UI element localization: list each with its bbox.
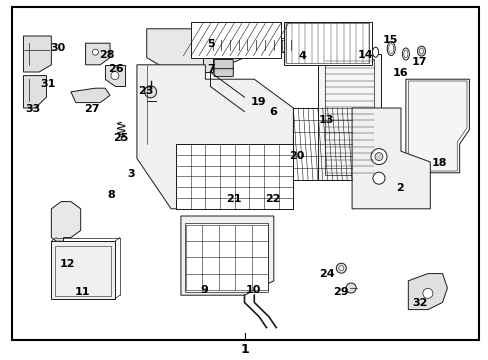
Polygon shape — [71, 88, 110, 103]
Polygon shape — [407, 274, 447, 310]
Text: 31: 31 — [40, 78, 56, 89]
Text: 33: 33 — [25, 104, 41, 114]
Text: 11: 11 — [74, 287, 90, 297]
Circle shape — [422, 288, 432, 298]
Text: 16: 16 — [391, 68, 407, 78]
Text: 14: 14 — [357, 50, 373, 60]
Text: 20: 20 — [289, 150, 305, 161]
Ellipse shape — [402, 48, 408, 60]
Text: 3: 3 — [127, 168, 135, 179]
Text: 23: 23 — [138, 86, 153, 96]
Polygon shape — [105, 65, 124, 86]
Polygon shape — [293, 108, 351, 180]
Text: 8: 8 — [107, 190, 115, 200]
Text: 15: 15 — [382, 35, 397, 45]
Polygon shape — [205, 38, 293, 52]
Polygon shape — [190, 22, 281, 58]
FancyBboxPatch shape — [214, 67, 233, 77]
Text: 4: 4 — [298, 51, 305, 61]
Polygon shape — [146, 29, 244, 72]
FancyBboxPatch shape — [214, 59, 233, 69]
Text: 2: 2 — [395, 183, 403, 193]
Text: 18: 18 — [430, 158, 446, 168]
Text: 19: 19 — [250, 96, 265, 107]
Ellipse shape — [386, 42, 394, 55]
Text: 27: 27 — [84, 104, 100, 114]
Text: 26: 26 — [108, 64, 124, 74]
FancyBboxPatch shape — [380, 138, 396, 145]
Polygon shape — [85, 43, 110, 65]
Polygon shape — [181, 216, 273, 295]
Polygon shape — [244, 97, 273, 112]
Bar — [184, 223, 267, 292]
Text: 28: 28 — [99, 50, 114, 60]
Circle shape — [346, 283, 355, 293]
Text: 32: 32 — [411, 298, 427, 308]
Ellipse shape — [417, 46, 425, 56]
Text: 13: 13 — [318, 114, 334, 125]
Text: 21: 21 — [225, 194, 241, 204]
Circle shape — [338, 266, 343, 271]
Circle shape — [111, 72, 119, 80]
Text: 5: 5 — [207, 39, 215, 49]
Text: 9: 9 — [200, 285, 208, 295]
Text: 22: 22 — [264, 194, 280, 204]
Circle shape — [374, 153, 382, 161]
Text: 29: 29 — [333, 287, 348, 297]
Bar — [325, 59, 373, 175]
Polygon shape — [317, 54, 381, 180]
Polygon shape — [51, 241, 115, 299]
Polygon shape — [203, 50, 212, 72]
Circle shape — [370, 149, 386, 165]
Ellipse shape — [419, 48, 423, 54]
FancyBboxPatch shape — [380, 123, 396, 131]
Polygon shape — [405, 79, 468, 173]
Text: 25: 25 — [113, 132, 129, 143]
Text: 1: 1 — [240, 343, 248, 356]
FancyBboxPatch shape — [380, 109, 396, 116]
Polygon shape — [283, 22, 371, 65]
Polygon shape — [23, 76, 46, 108]
Polygon shape — [351, 108, 429, 209]
Polygon shape — [51, 202, 81, 241]
Bar — [285, 23, 368, 63]
Text: 12: 12 — [60, 258, 75, 269]
Text: 6: 6 — [268, 107, 276, 117]
Polygon shape — [23, 36, 51, 72]
Text: 10: 10 — [245, 285, 261, 295]
Circle shape — [336, 263, 346, 273]
Text: 30: 30 — [50, 42, 65, 53]
Text: 24: 24 — [318, 269, 334, 279]
Ellipse shape — [372, 47, 378, 57]
Bar — [176, 144, 293, 209]
Circle shape — [372, 172, 384, 184]
Circle shape — [144, 86, 156, 98]
Polygon shape — [137, 65, 293, 209]
Text: 17: 17 — [411, 57, 427, 67]
Bar — [55, 246, 111, 296]
Text: 7: 7 — [207, 64, 215, 74]
Circle shape — [92, 49, 98, 55]
